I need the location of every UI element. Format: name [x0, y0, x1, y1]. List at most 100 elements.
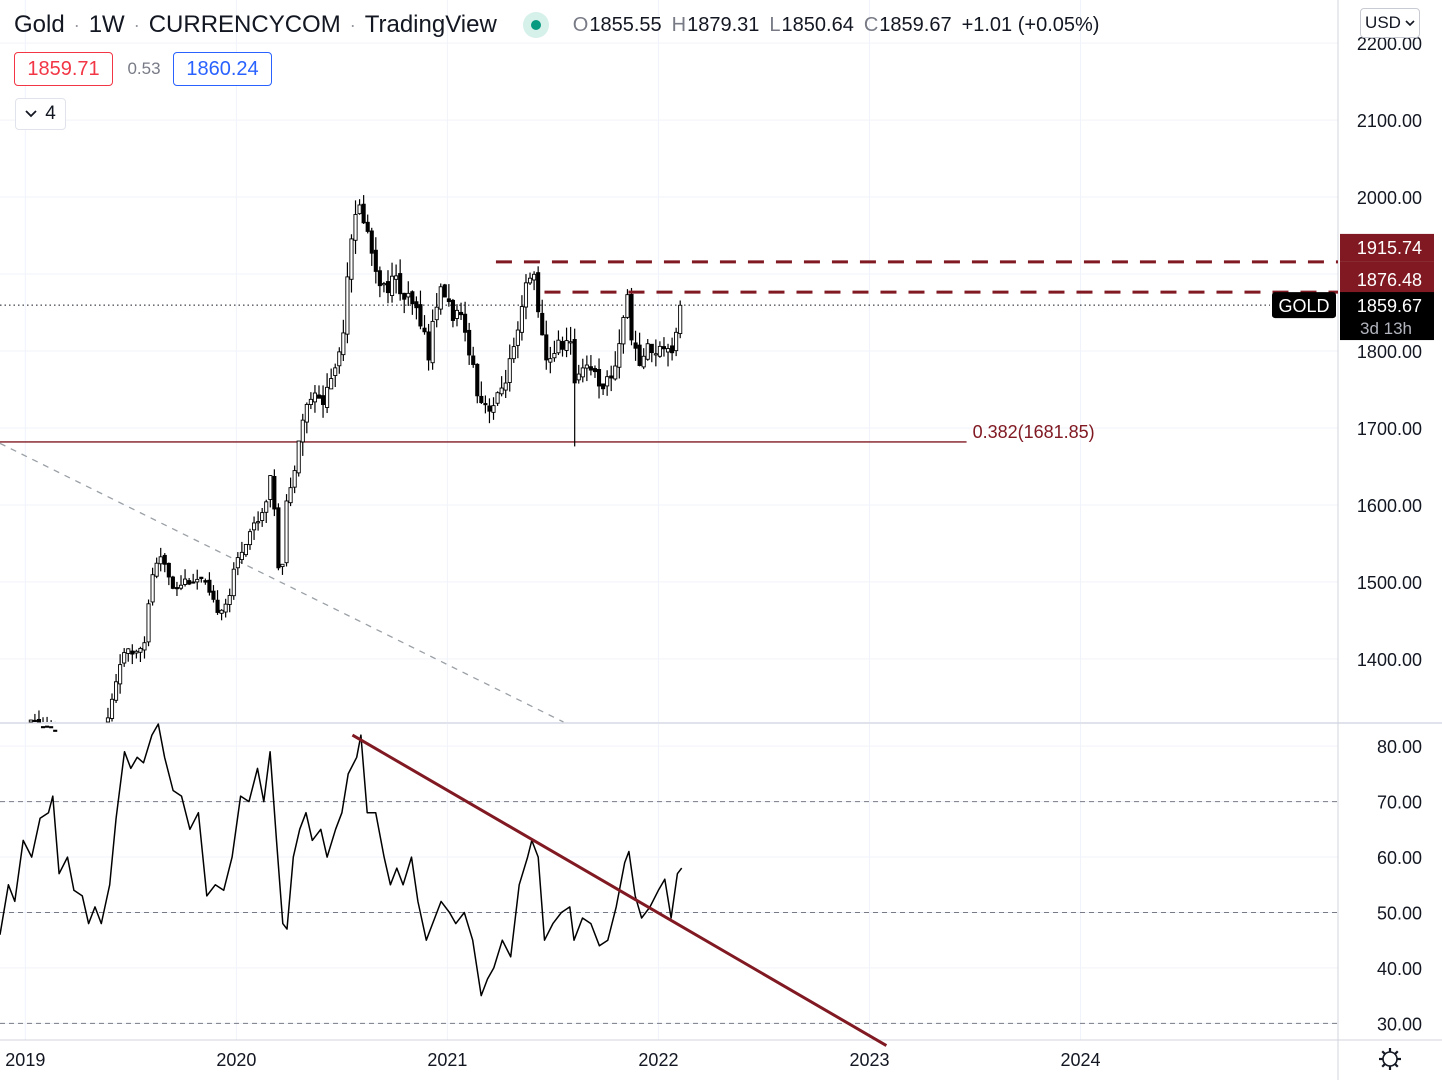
candle-body — [394, 275, 399, 280]
time-tick-label: 2021 — [427, 1050, 467, 1070]
candle-body — [142, 642, 147, 651]
candle-body — [430, 320, 435, 364]
symbol-name[interactable]: Gold — [14, 11, 65, 38]
price-tick-label: 1500.00 — [1357, 573, 1422, 593]
price-badge — [1340, 233, 1434, 262]
gear-icon[interactable] — [1379, 1048, 1401, 1070]
candle-body — [653, 353, 658, 356]
candle-body — [446, 298, 451, 303]
gear-icon-tooth — [1381, 1063, 1386, 1068]
candle-body — [312, 392, 317, 403]
candle-body — [641, 355, 646, 368]
candle-body — [487, 405, 492, 412]
interval[interactable]: 1W — [88, 11, 125, 38]
candle-body — [227, 595, 232, 605]
candle-body — [178, 584, 184, 589]
candle-body — [333, 367, 338, 377]
candle-body — [304, 403, 309, 423]
oscillator-tick-label: 40.00 — [1377, 959, 1422, 979]
price-tick-label: 2000.00 — [1357, 188, 1422, 208]
candle-body — [536, 272, 541, 313]
candle-body — [134, 650, 139, 654]
candle-body — [191, 581, 196, 584]
candle-body — [49, 726, 54, 729]
symbol-tag: GOLD — [1278, 296, 1329, 316]
candle-body — [629, 293, 634, 341]
candle-body — [495, 392, 500, 404]
candle-body — [458, 311, 464, 316]
ohlc-key-low: L — [769, 13, 781, 36]
price-tick-label: 1700.00 — [1357, 419, 1422, 439]
ohlc-values: O1855.55 H1879.31 L1850.64 C1859.67 +1.0… — [573, 14, 1100, 37]
candle-body — [674, 331, 679, 352]
candle-body — [398, 273, 403, 295]
currency-selector[interactable]: USD — [1360, 8, 1420, 38]
candle-body — [552, 353, 557, 359]
candle-body — [442, 284, 447, 298]
candle-body — [584, 364, 589, 369]
sell-price-button[interactable]: 1859.71 — [14, 52, 113, 86]
chevron-down-icon — [1405, 19, 1415, 26]
candle-body — [211, 590, 216, 600]
candle-body — [560, 341, 565, 350]
candle-body — [166, 562, 171, 578]
candle-body — [568, 341, 573, 344]
gear-icon-tooth — [1394, 1050, 1399, 1055]
candle-body — [158, 556, 163, 565]
oscillator-tick-label: 30.00 — [1377, 1014, 1422, 1034]
candle-body — [268, 475, 273, 500]
candle-body — [507, 358, 512, 383]
market-status-icon[interactable] — [522, 12, 549, 38]
candle-body — [389, 275, 395, 296]
candle-body — [503, 382, 508, 391]
candle-body — [118, 664, 123, 685]
indicator-count: 4 — [45, 103, 56, 124]
candle-body — [625, 294, 630, 318]
header-separator: · — [349, 14, 356, 35]
candle-body — [280, 563, 285, 568]
candle-body — [53, 729, 58, 732]
candle-body — [170, 576, 175, 589]
candle-body — [479, 395, 484, 403]
buy-price-button[interactable]: 1860.24 — [173, 52, 272, 86]
last-price-badge — [1340, 292, 1434, 341]
candle-body — [365, 221, 370, 232]
candle-body — [385, 281, 391, 294]
candle-body — [418, 304, 423, 327]
ohlc-open: 1855.55 — [589, 13, 662, 36]
candle-body — [272, 475, 277, 510]
candle-body — [471, 355, 476, 365]
candle-body — [605, 376, 610, 387]
indicators-toggle-button[interactable]: 4 — [15, 98, 66, 130]
chart-header: Gold · 1W · CURRENCYCOM · TradingView O1… — [14, 8, 1099, 42]
header-separator: · — [133, 14, 140, 35]
candle-body — [463, 313, 468, 333]
candle-body — [183, 578, 188, 585]
candle-body — [454, 309, 460, 319]
candle-body — [381, 283, 386, 286]
candle-body — [126, 648, 131, 654]
last-price-label: 1859.67 — [1357, 296, 1422, 316]
candle-body — [109, 698, 115, 719]
candle-body — [657, 345, 662, 357]
candle-body — [483, 403, 488, 406]
resistance-price-label-high: 1915.74 — [1357, 238, 1422, 258]
gear-icon-tooth — [1394, 1063, 1399, 1068]
candle-body — [199, 576, 204, 579]
candle-body — [40, 726, 46, 729]
candle-body — [215, 599, 220, 613]
oscillator-tick-label: 60.00 — [1377, 848, 1422, 868]
candle-body — [438, 286, 443, 310]
price-tick-label: 2100.00 — [1357, 111, 1422, 131]
candle-body — [649, 343, 654, 354]
candle-body — [665, 348, 671, 353]
candle-body — [532, 273, 537, 281]
candle-body — [601, 383, 606, 390]
gear-icon-tooth — [1381, 1050, 1386, 1055]
candle-body — [572, 339, 577, 384]
candle-body — [540, 312, 545, 336]
candle-body — [296, 440, 301, 474]
time-tick-label: 2023 — [849, 1050, 889, 1070]
candle-body — [377, 270, 382, 287]
